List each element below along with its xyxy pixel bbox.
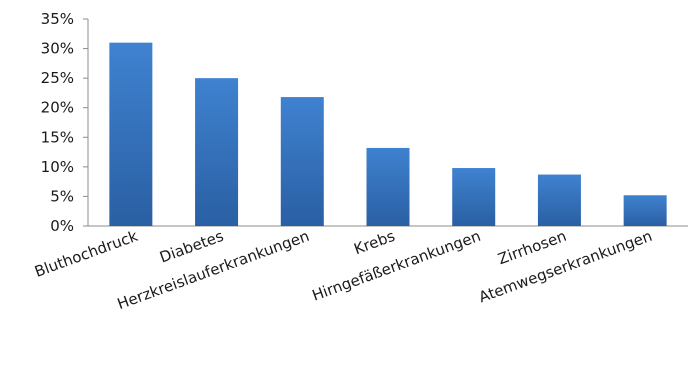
y-tick-label: 20% [41,99,74,117]
y-tick-label: 5% [50,187,74,205]
y-tick-label: 0% [50,217,74,235]
y-tick-label: 35% [41,10,74,28]
y-axis-ticks: 0% 5% 10% 15% 20% 25% 30% 35% [41,10,88,235]
x-category-label: Bluthochdruck [32,227,140,281]
bar-krebs [366,147,410,226]
bar-herzkreislauferkrankungen [280,97,324,226]
y-tick-label: 10% [41,158,74,176]
x-axis-labels: Bluthochdruck DiabetesHerzkreislauferkran… [32,227,654,313]
bar-zirrhosen [537,174,581,226]
bars-group [109,42,667,227]
bar-diabetes [195,78,239,227]
y-tick-label: 15% [41,128,74,146]
x-category-label: Hirngefäßerkrankungen [310,227,483,305]
x-category-label: Krebs [352,227,398,258]
bar-bluthochdruck [109,42,153,227]
bar-atemwegserkrankungen [623,195,667,226]
y-tick-label: 30% [41,40,74,58]
bar-hirngefäßerkrankungen [452,168,496,226]
y-tick-label: 25% [41,69,74,87]
